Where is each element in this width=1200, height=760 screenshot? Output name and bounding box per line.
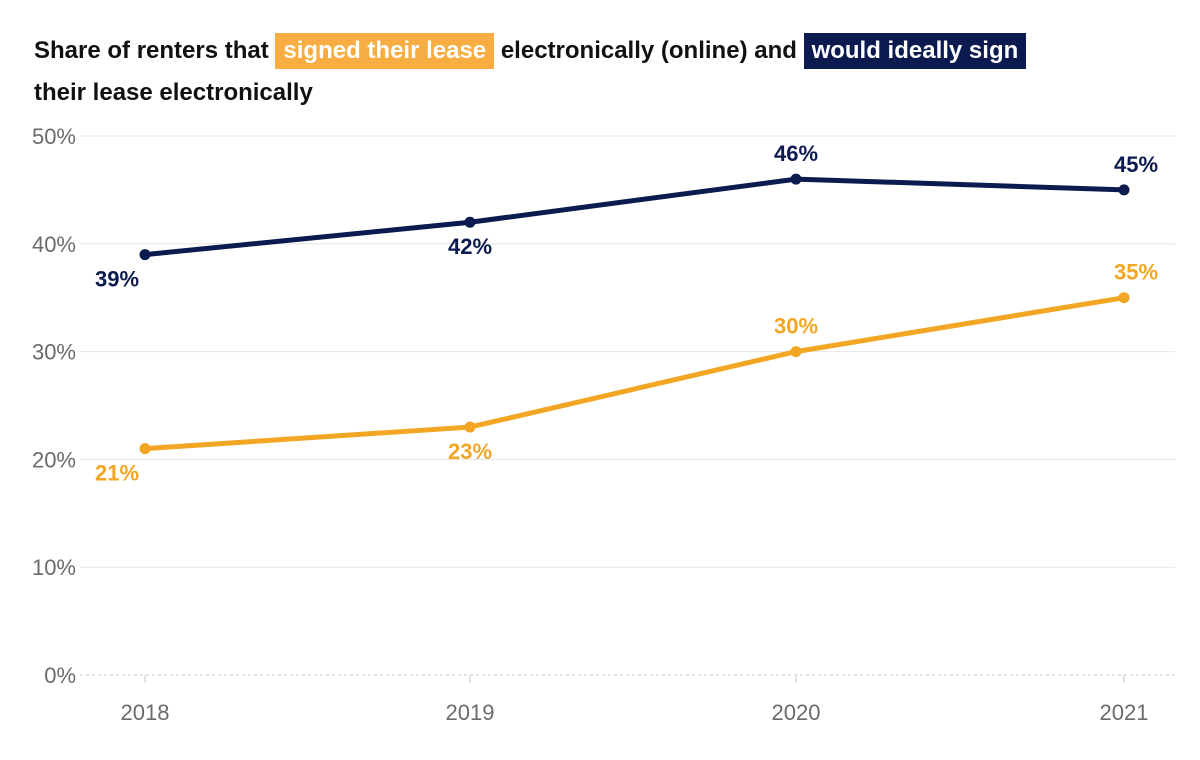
x-tick-label: 2019 (446, 700, 495, 725)
y-tick-label: 40% (32, 232, 76, 257)
data-label-signed: 21% (95, 461, 139, 486)
title-part-1: Share of renters that (34, 37, 269, 64)
data-point-ideal (139, 249, 151, 261)
x-tick-label: 2018 (121, 700, 170, 725)
series-line-signed (142, 295, 1127, 452)
chart-title: Share of renters that signed their lease… (34, 30, 1174, 114)
x-tick-label: 2020 (772, 700, 821, 725)
data-point-ideal (790, 173, 802, 185)
data-point-signed (1118, 292, 1130, 304)
data-point-signed (790, 346, 802, 358)
data-label-ideal: 46% (774, 141, 818, 166)
data-point-ideal (1118, 184, 1130, 196)
data-label-ideal: 39% (95, 267, 139, 292)
legend-signed-highlight: signed their lease (275, 33, 495, 69)
legend-ideal-highlight: would ideally sign (803, 33, 1027, 69)
y-tick-label: 10% (32, 555, 76, 580)
data-point-signed (464, 421, 476, 433)
data-label-signed: 23% (448, 439, 492, 464)
title-part-2: electronically (online) and (500, 37, 797, 64)
y-tick-label: 30% (32, 340, 76, 365)
title-part-3: their lease electronically (34, 79, 313, 106)
data-label-ideal: 45% (1114, 152, 1158, 177)
data-point-ideal (464, 216, 476, 228)
x-tick-label: 2021 (1100, 700, 1149, 725)
data-label-signed: 35% (1114, 260, 1158, 285)
data-label-ideal: 42% (448, 234, 492, 259)
series-line-ideal (142, 176, 1127, 258)
y-tick-label: 50% (32, 124, 76, 149)
y-tick-label: 0% (44, 663, 76, 688)
y-tick-label: 20% (32, 447, 76, 472)
data-label-signed: 30% (774, 314, 818, 339)
data-point-signed (139, 443, 151, 455)
